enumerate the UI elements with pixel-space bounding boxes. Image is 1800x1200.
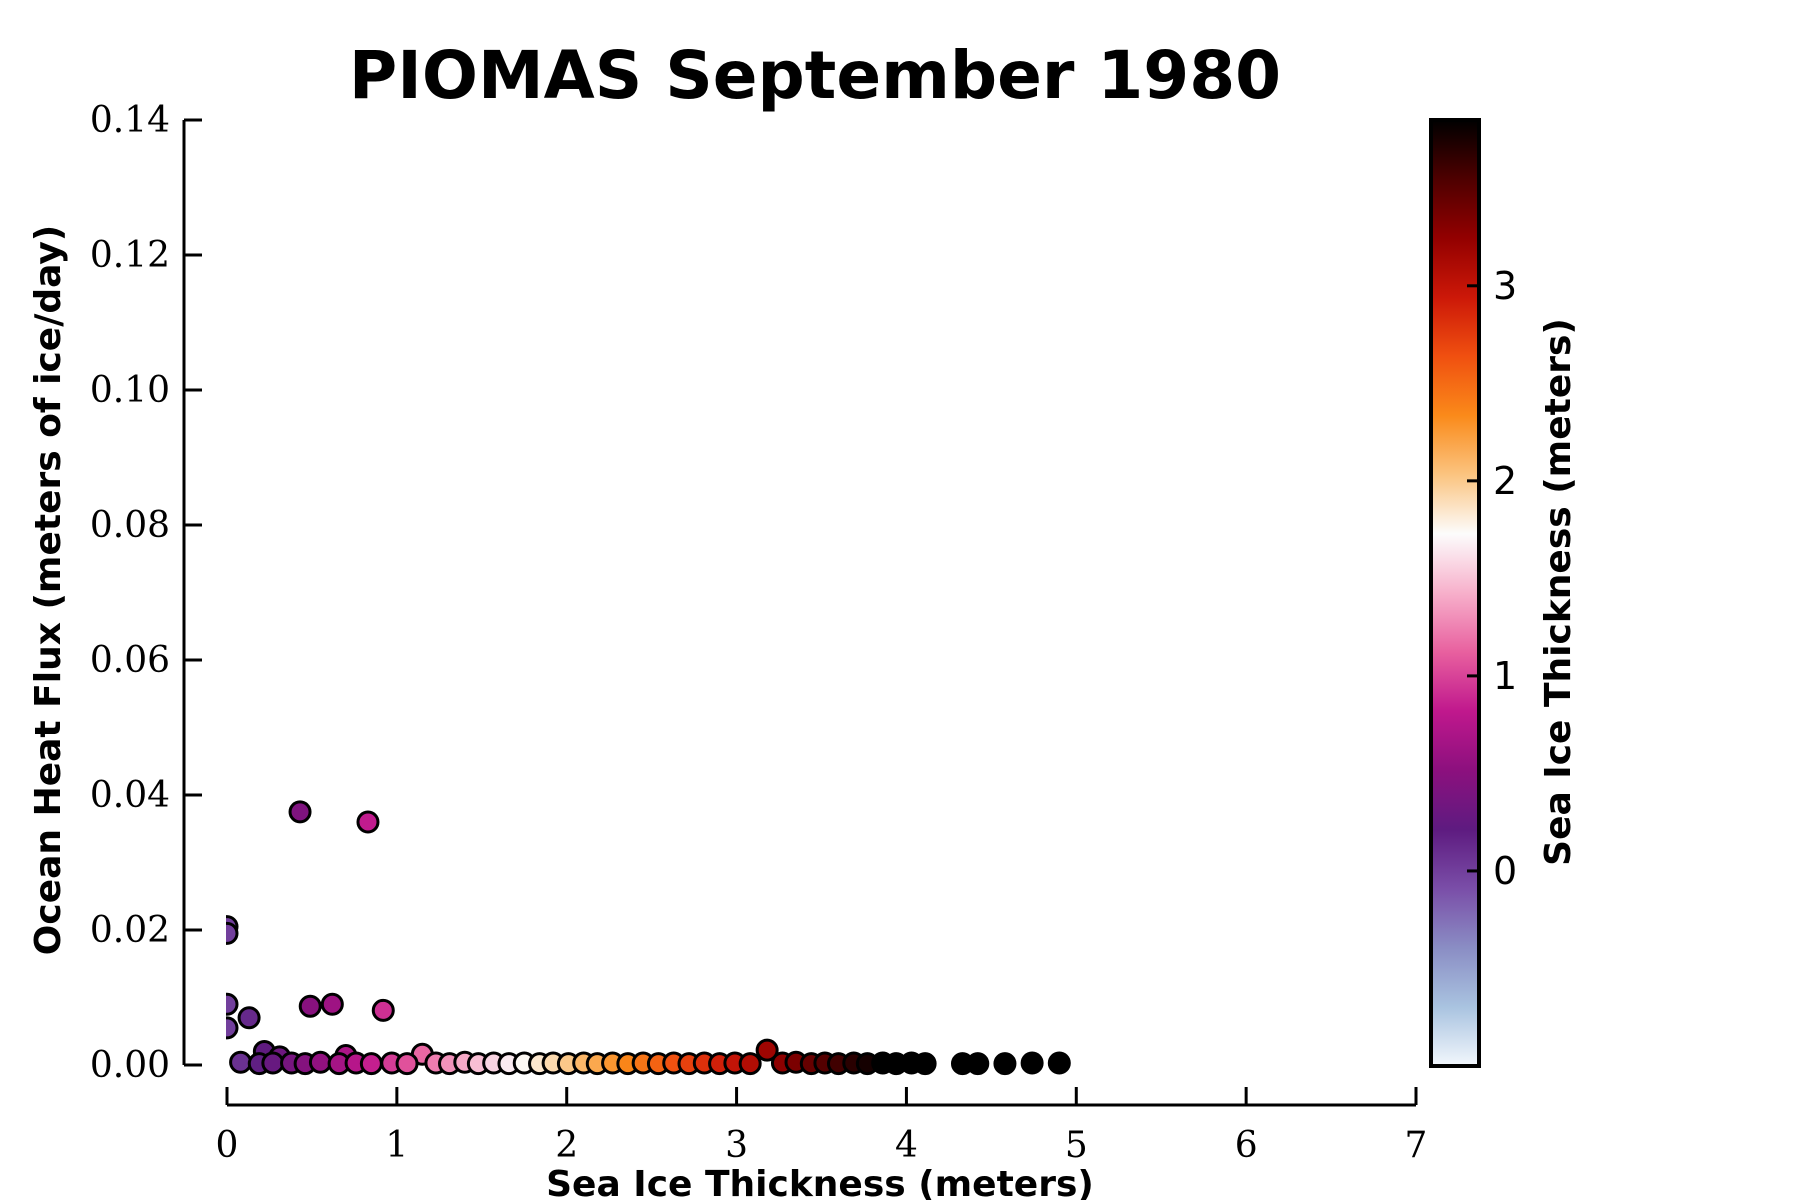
x-tick-label: 0 xyxy=(216,1125,239,1166)
x-tick-label: 7 xyxy=(1405,1125,1428,1166)
x-tick-label: 1 xyxy=(385,1125,408,1166)
scatter-points xyxy=(226,800,1071,1076)
y-tick-label: 0.08 xyxy=(90,505,170,546)
y-tick-label: 0.14 xyxy=(90,100,170,141)
scatter-point xyxy=(359,1052,383,1076)
scatter-point xyxy=(993,1052,1017,1076)
scatter-point xyxy=(913,1052,937,1076)
chart-title: PIOMAS September 1980 xyxy=(349,37,1281,114)
x-tick-label: 6 xyxy=(1235,1125,1258,1166)
y-tick-label: 0.12 xyxy=(90,235,170,276)
scatter-point xyxy=(308,1050,332,1074)
y-tick-label: 0.00 xyxy=(90,1045,170,1086)
colorbar-label: Sea Ice Thickness (meters) xyxy=(1538,318,1579,866)
scatter-point xyxy=(226,1016,239,1040)
scatter-point xyxy=(1047,1051,1071,1075)
scatter-point xyxy=(395,1052,419,1076)
y-tick-label: 0.06 xyxy=(90,640,170,681)
scatter-point xyxy=(237,1006,261,1030)
y-tick-label: 0.02 xyxy=(90,910,170,951)
scatter-point xyxy=(371,998,395,1022)
colorbar-tick-label: 2 xyxy=(1493,459,1517,503)
colorbar: 0 1 2 3 xyxy=(1429,118,1517,1068)
y-tick-label: 0.10 xyxy=(90,370,170,411)
scatter-point xyxy=(738,1052,762,1076)
colorbar-gradient xyxy=(1429,118,1481,1068)
y-tick-label: 0.04 xyxy=(90,775,170,816)
scatter-point xyxy=(966,1052,990,1076)
scatter-point xyxy=(229,1050,253,1074)
scatter-point xyxy=(320,992,344,1016)
x-axis: 0 1 2 3 4 5 6 7 xyxy=(216,1087,1428,1166)
x-tick-label: 3 xyxy=(725,1125,748,1166)
y-axis-label: Ocean Heat Flux (meters of ice/day) xyxy=(28,225,69,955)
scatter-point xyxy=(1020,1051,1044,1075)
colorbar-tick-label: 0 xyxy=(1493,849,1517,893)
scatter-point xyxy=(288,800,312,824)
y-axis: 0.00 0.02 0.04 0.06 0.08 0.10 0.12 0.14 xyxy=(90,100,202,1086)
scatter-point xyxy=(261,1051,285,1075)
scatter-point xyxy=(356,810,380,834)
scatter-point xyxy=(298,994,322,1018)
scatter-point xyxy=(226,921,239,945)
x-axis-label: Sea Ice Thickness (meters) xyxy=(546,1164,1094,1200)
scatter-point xyxy=(755,1038,779,1062)
x-tick-label: 4 xyxy=(895,1125,918,1166)
colorbar-tick-label: 1 xyxy=(1493,654,1517,698)
colorbar-tick-label: 3 xyxy=(1493,264,1517,308)
x-tick-label: 5 xyxy=(1065,1125,1088,1166)
x-tick-label: 2 xyxy=(555,1125,578,1166)
scatter-point xyxy=(226,992,239,1016)
